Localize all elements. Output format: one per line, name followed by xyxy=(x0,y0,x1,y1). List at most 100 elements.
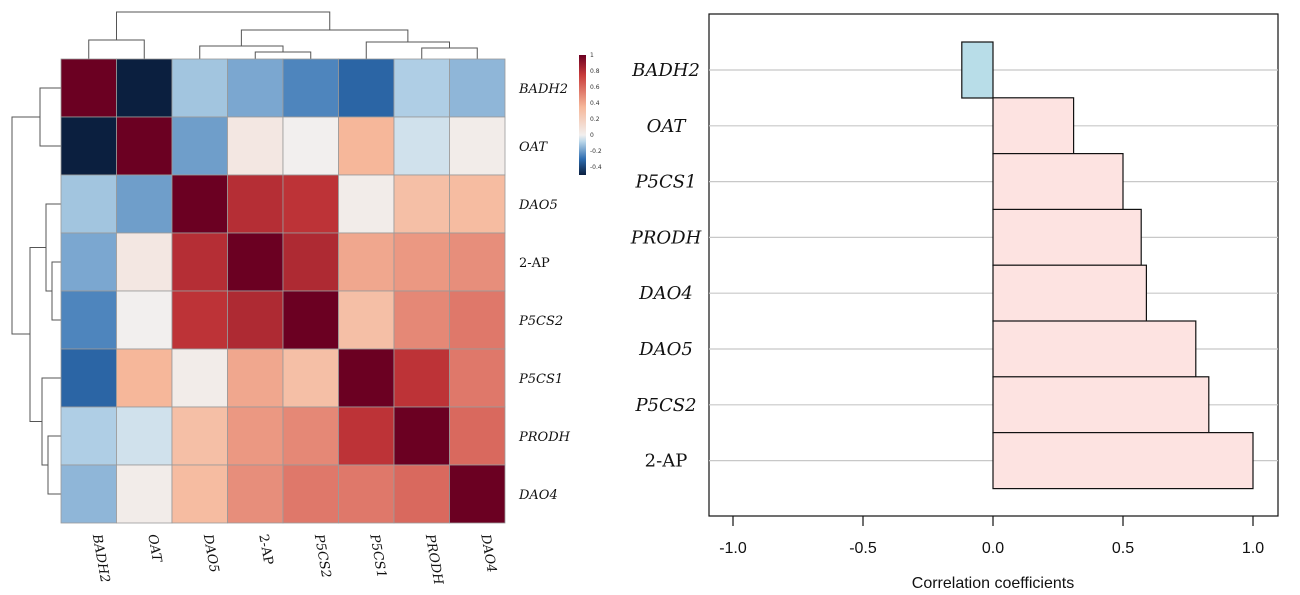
heatmap-cell-2-AP-P5CS2 xyxy=(282,232,339,292)
heatmap-column-label: BADH2 xyxy=(89,532,112,584)
heatmap-colorbar: 1 0.8 0.6 0.4 0.2 0 -0.2 -0.4 xyxy=(579,52,602,175)
dendrogram-branch xyxy=(29,247,46,422)
heatmap-cell-OAT-P5CS2 xyxy=(282,116,339,176)
colorbar-tick-label: -0.2 xyxy=(590,148,602,155)
heatmap-cell-P5CS2-DAO4 xyxy=(449,290,506,350)
dendrogram-branch xyxy=(47,435,61,495)
correlation-heatmap: BADH2 OAT DAO5 2-AP P5CS2 P5CS1 PRODH DAO4 BADH… xyxy=(11,11,602,587)
x-tick-label: 1.0 xyxy=(1242,540,1264,557)
heatmap-cell-PRODH-2-AP xyxy=(227,406,284,466)
heatmap-cell-2-AP-P5CS1 xyxy=(338,232,395,292)
heatmap-cell-DAO4-P5CS2 xyxy=(282,464,339,524)
heatmap-row-label: P5CS2 xyxy=(518,314,563,329)
heatmap-cell-PRODH-OAT xyxy=(116,406,173,466)
heatmap-cell-P5CS2-P5CS2 xyxy=(282,290,339,350)
heatmap-cell-2-AP-PRODH xyxy=(393,232,450,292)
x-tick-label: -0.5 xyxy=(849,540,877,557)
x-tick-label: -1.0 xyxy=(719,540,747,557)
dendrogram-branch xyxy=(365,41,450,59)
heatmap-cell-OAT-P5CS1 xyxy=(338,116,395,176)
heatmap-column-labels: BADH2 OAT DAO5 2-AP P5CS2 P5CS1 PRODH DAO4 xyxy=(89,532,499,586)
heatmap-cell-OAT-DAO5 xyxy=(171,116,228,176)
heatmap-cell-BADH2-2-AP xyxy=(227,58,284,118)
dendrogram-branch xyxy=(11,116,40,335)
x-tick-label: 0.0 xyxy=(982,540,1004,557)
heatmap-cell-PRODH-P5CS2 xyxy=(282,406,339,466)
heatmap-cell-2-AP-BADH2 xyxy=(60,232,117,292)
bar-series xyxy=(961,41,1254,490)
dendrogram-branch xyxy=(39,87,61,147)
colorbar-tick-label: 1 xyxy=(590,52,594,59)
bar-category-label: 2-AP xyxy=(645,451,688,472)
heatmap-row-label: DAO4 xyxy=(518,488,558,503)
heatmap-cell-DAO4-P5CS1 xyxy=(338,464,395,524)
heatmap-column-label: OAT xyxy=(144,533,164,564)
heatmap-cell-P5CS1-PRODH xyxy=(393,348,450,408)
heatmap-cell-BADH2-BADH2 xyxy=(60,58,117,118)
heatmap-cell-DAO5-2-AP xyxy=(227,174,284,234)
heatmap-column-label: PRODH xyxy=(422,532,446,586)
dendrogram-branch xyxy=(41,377,61,466)
bar-P5CS2 xyxy=(992,376,1210,434)
colorbar-tick-label: 0.2 xyxy=(590,116,600,123)
heatmap-cell-P5CS1-BADH2 xyxy=(60,348,117,408)
heatmap-row-label: P5CS1 xyxy=(518,372,563,387)
heatmap-row-label: PRODH xyxy=(518,430,571,445)
heatmap-cell-DAO5-DAO5 xyxy=(171,174,228,234)
heatmap-cell-P5CS2-DAO5 xyxy=(171,290,228,350)
heatmap-cell-BADH2-OAT xyxy=(116,58,173,118)
heatmap-cell-PRODH-BADH2 xyxy=(60,406,117,466)
heatmap-cell-BADH2-P5CS1 xyxy=(338,58,395,118)
colorbar-tick-label: 0.6 xyxy=(590,84,600,91)
heatmap-cell-P5CS1-DAO5 xyxy=(171,348,228,408)
heatmap-cell-BADH2-DAO5 xyxy=(171,58,228,118)
colorbar-tick-label: 0 xyxy=(590,132,594,139)
heatmap-cell-PRODH-PRODH xyxy=(393,406,450,466)
heatmap-cell-PRODH-P5CS1 xyxy=(338,406,395,466)
heatmap-cell-OAT-DAO4 xyxy=(449,116,506,176)
colorbar-gradient xyxy=(579,55,586,175)
dendrogram-branch xyxy=(45,203,61,292)
x-axis: -1.0 -0.5 0.0 0.5 1.0 xyxy=(719,516,1264,557)
heatmap-cell-DAO5-OAT xyxy=(116,174,173,234)
bar-category-label: PRODH xyxy=(630,227,702,248)
heatmap-cell-BADH2-PRODH xyxy=(393,58,450,118)
heatmap-cell-P5CS1-2-AP xyxy=(227,348,284,408)
heatmap-cell-DAO4-DAO4 xyxy=(449,464,506,524)
heatmap-cell-OAT-BADH2 xyxy=(60,116,117,176)
heatmap-cell-DAO5-BADH2 xyxy=(60,174,117,234)
heatmap-column-label: DAO4 xyxy=(477,532,499,574)
bar-category-label: P5CS2 xyxy=(634,395,696,416)
heatmap-cell-OAT-2-AP xyxy=(227,116,284,176)
heatmap-cell-PRODH-DAO5 xyxy=(171,406,228,466)
bar-category-label: DAO4 xyxy=(638,283,693,304)
heatmap-row-label: BADH2 xyxy=(518,82,568,97)
heatmap-cell-2-AP-OAT xyxy=(116,232,173,292)
colorbar-tick-label: -0.4 xyxy=(590,164,602,171)
heatmap-cell-DAO5-P5CS1 xyxy=(338,174,395,234)
dendrogram-branch xyxy=(51,261,61,321)
heatmap-cell-P5CS1-P5CS2 xyxy=(282,348,339,408)
heatmap-cell-P5CS1-P5CS1 xyxy=(338,348,395,408)
heatmap-row-labels: BADH2 OAT DAO5 2-AP P5CS2 P5CS1 PRODH DAO4 xyxy=(518,82,571,503)
heatmap-cell-P5CS2-2-AP xyxy=(227,290,284,350)
heatmap-cell-DAO4-OAT xyxy=(116,464,173,524)
heatmap-column-label: P5CS1 xyxy=(366,532,389,579)
heatmap-column-label: 2-AP xyxy=(255,533,275,566)
heatmap-cells xyxy=(60,58,506,524)
heatmap-cell-P5CS2-PRODH xyxy=(393,290,450,350)
heatmap-column-label: DAO5 xyxy=(200,532,222,574)
column-dendrogram xyxy=(88,11,478,59)
bar-DAO4 xyxy=(992,264,1147,322)
heatmap-cell-DAO4-PRODH xyxy=(393,464,450,524)
bar-category-label: OAT xyxy=(647,116,688,137)
bar-OAT xyxy=(992,97,1075,155)
x-tick-label: 0.5 xyxy=(1112,540,1134,557)
bar-category-label: DAO5 xyxy=(638,339,693,360)
colorbar-tick-label: 0.8 xyxy=(590,68,600,75)
heatmap-row-label: OAT xyxy=(519,140,548,155)
heatmap-cell-P5CS2-OAT xyxy=(116,290,173,350)
heatmap-cell-BADH2-P5CS2 xyxy=(282,58,339,118)
heatmap-cell-P5CS2-BADH2 xyxy=(60,290,117,350)
